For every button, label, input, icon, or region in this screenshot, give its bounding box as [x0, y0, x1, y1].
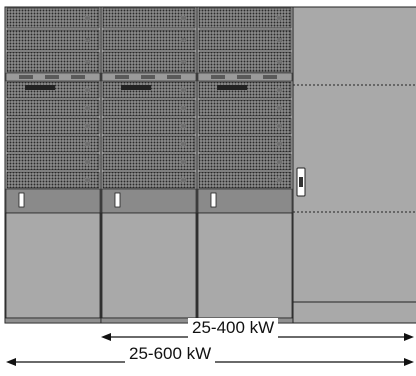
power-module [198, 135, 292, 153]
divider-block [141, 75, 155, 79]
handle-icon [18, 192, 25, 208]
module-latch-icon [277, 38, 282, 42]
module-latch-icon [181, 60, 186, 64]
module-latch-icon [277, 142, 282, 146]
power-module [198, 153, 292, 171]
power-module [198, 99, 292, 117]
upper-module [102, 51, 196, 73]
handle-icon [210, 192, 217, 208]
ups-cabinet-2 [100, 6, 198, 324]
power-module [102, 117, 196, 135]
display-slot [25, 85, 55, 90]
power-module [102, 135, 196, 153]
module-latch-icon [277, 106, 282, 110]
upper-module [6, 7, 100, 29]
module-latch-icon [277, 88, 282, 92]
bottom-panel [5, 212, 101, 319]
power-module [6, 153, 100, 171]
divider-block [71, 75, 85, 79]
module-latch-icon [85, 38, 90, 42]
upper-module [198, 7, 292, 29]
module-latch-icon [181, 38, 186, 42]
power-module [198, 171, 292, 189]
module-latch-icon [85, 160, 90, 164]
divider-block [45, 75, 59, 79]
module-latch-icon [85, 16, 90, 20]
upper-module [102, 29, 196, 51]
upper-module [6, 51, 100, 73]
module-latch-icon [277, 160, 282, 164]
ups-cabinet-1 [4, 6, 102, 324]
divider-block [211, 75, 225, 79]
distribution-cabinet [292, 6, 416, 324]
module-latch-icon [85, 88, 90, 92]
module-latch-icon [85, 142, 90, 146]
dimension-label-25-400kw: 25-400 kW [188, 318, 279, 338]
power-module [102, 171, 196, 189]
divider-block [237, 75, 251, 79]
divider-block [167, 75, 181, 79]
module-latch-icon [85, 106, 90, 110]
divider-block [19, 75, 33, 79]
plinth [100, 317, 198, 324]
module-latch-icon [181, 106, 186, 110]
display-slot [217, 85, 247, 90]
divider-block [115, 75, 129, 79]
module-latch-icon [181, 178, 186, 182]
module-latch-icon [277, 124, 282, 128]
module-latch-icon [181, 124, 186, 128]
upper-module [198, 51, 292, 73]
upper-module [6, 29, 100, 51]
ups-cabinet-3 [196, 6, 294, 324]
divider-block [263, 75, 277, 79]
arrowhead-right-icon [404, 358, 414, 366]
power-module [102, 153, 196, 171]
arrowhead-left-icon [101, 333, 111, 341]
power-module [6, 135, 100, 153]
power-module [6, 99, 100, 117]
bottom-panel [101, 212, 197, 319]
module-latch-icon [85, 124, 90, 128]
door-lock-keyhole [299, 177, 303, 187]
plinth [4, 317, 102, 324]
arrowhead-left-icon [6, 358, 16, 366]
module-latch-icon [85, 60, 90, 64]
upper-module [102, 7, 196, 29]
handle-icon [114, 192, 121, 208]
power-module [6, 117, 100, 135]
module-latch-icon [277, 60, 282, 64]
power-module [198, 117, 292, 135]
module-latch-icon [181, 88, 186, 92]
arrowhead-right-icon [404, 333, 414, 341]
display-slot [121, 85, 151, 90]
module-latch-icon [85, 178, 90, 182]
power-module [6, 171, 100, 189]
distribution-frame [292, 6, 416, 324]
module-latch-icon [181, 160, 186, 164]
module-latch-icon [277, 178, 282, 182]
bottom-panel [197, 212, 293, 319]
upper-module [198, 29, 292, 51]
module-latch-icon [181, 16, 186, 20]
power-module [102, 99, 196, 117]
module-latch-icon [277, 16, 282, 20]
module-latch-icon [181, 142, 186, 146]
dimension-label-25-600kw: 25-600 kW [125, 344, 216, 364]
